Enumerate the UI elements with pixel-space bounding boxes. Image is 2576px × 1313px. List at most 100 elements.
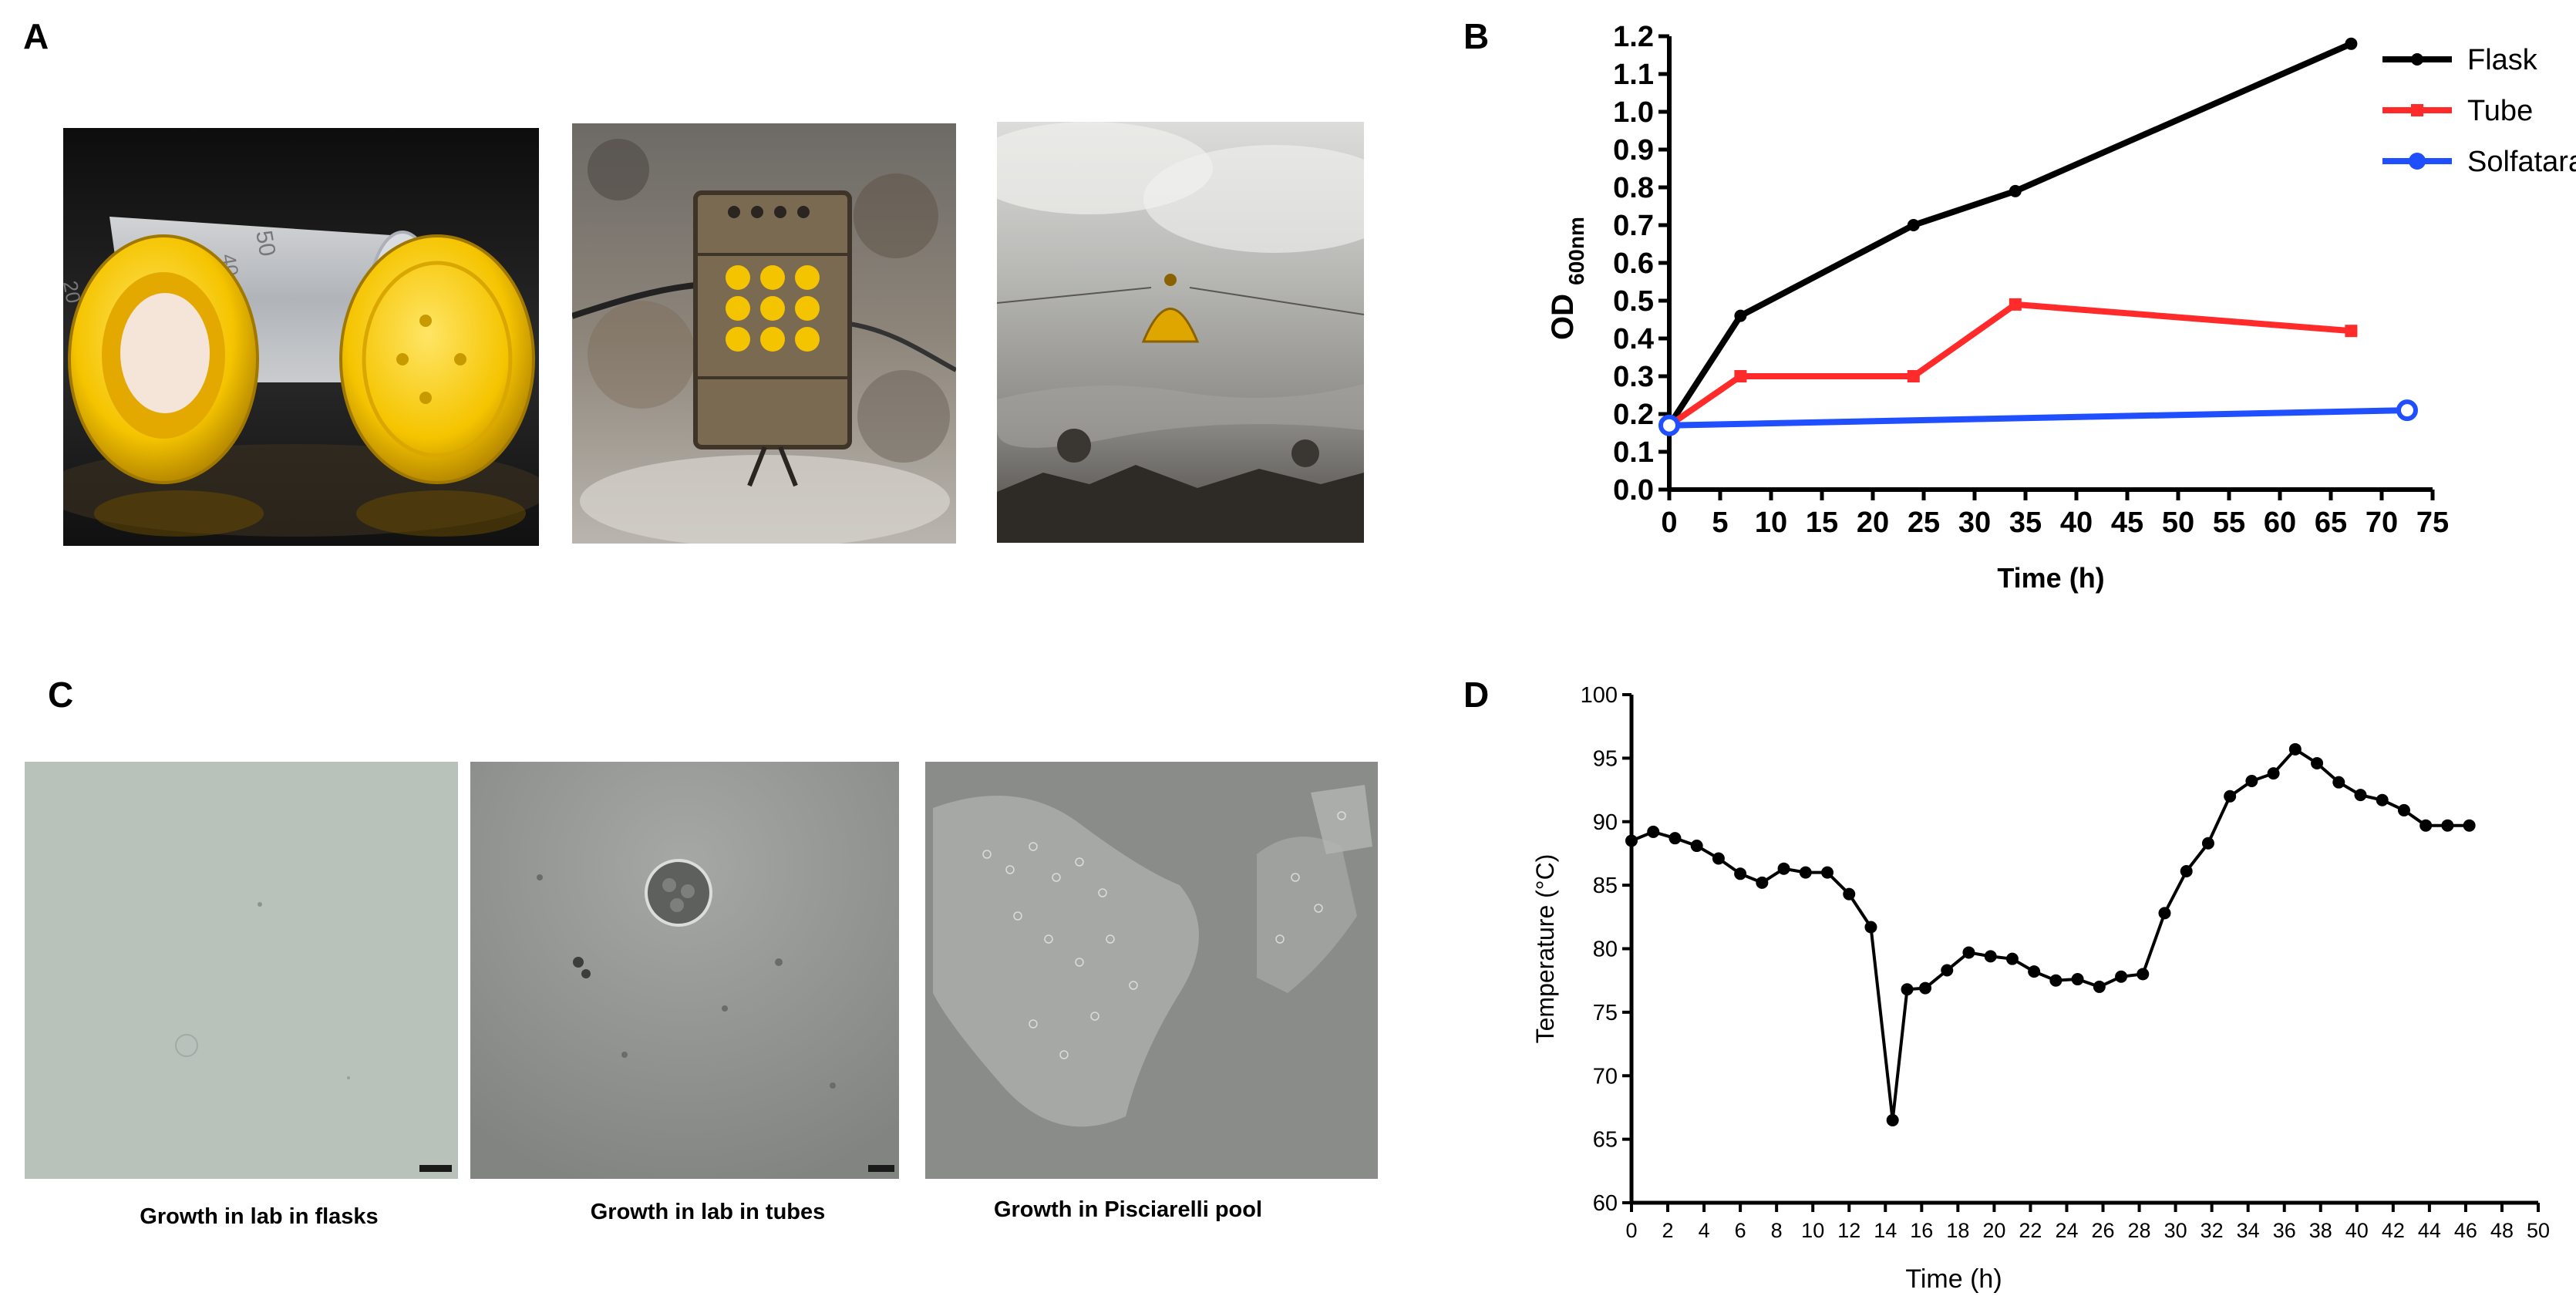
panel-letter-b: B (1463, 16, 1490, 56)
temperature-point (2180, 865, 2193, 878)
temperature-point (1962, 946, 1975, 959)
x-tick-label: 46 (2454, 1219, 2477, 1242)
x-tick-label: 0 (1625, 1219, 1637, 1242)
x-tick-label: 18 (1946, 1219, 1969, 1242)
buoy (1141, 308, 1200, 343)
x-tick-label: 30 (2164, 1219, 2187, 1242)
x-tick-label: 25 (1908, 507, 1940, 539)
temperature-point (1821, 866, 1834, 879)
series-line-tube (1667, 301, 2352, 428)
x-tick-label: 10 (1755, 507, 1787, 539)
y-tick-label: 0.6 (1613, 247, 1654, 280)
temperature-point (2158, 907, 2171, 920)
x-tick-label: 44 (2418, 1219, 2441, 1242)
y-tick-label: 0.1 (1613, 436, 1654, 469)
series-line-solfatara (1669, 407, 2408, 429)
temperature-point (1734, 867, 1747, 880)
temperature-point (2049, 974, 2062, 987)
temperature-point (2115, 970, 2128, 983)
temperature-point (2441, 819, 2454, 832)
temperature-point (1864, 921, 1877, 934)
y-tick-label: 70 (1593, 1064, 1618, 1089)
legend-marker-solfatara (2409, 153, 2426, 170)
temperature-point (2419, 819, 2433, 832)
temperature-point (1799, 866, 1812, 879)
data-point-tube (2345, 325, 2358, 338)
y-tick-label: 0.4 (1613, 323, 1654, 355)
x-tick-label: 34 (2237, 1219, 2260, 1242)
series-line-flask (1666, 41, 2353, 427)
x-tick-label: 12 (1837, 1219, 1860, 1242)
y-tick-label: 75 (1593, 1001, 1618, 1025)
x-tick-label: 36 (2273, 1219, 2296, 1242)
micrograph-tubes (470, 762, 899, 1179)
x-tick-label: 55 (2213, 507, 2245, 539)
legend-label-flask: Flask (2467, 44, 2538, 76)
data-point-flask (1907, 219, 1920, 231)
caption-flasks: Growth in lab in flasks (140, 1204, 379, 1229)
x-tick-label: 8 (1771, 1219, 1783, 1242)
cell-aggregate (645, 859, 712, 927)
data-point-flask (2009, 184, 2022, 197)
panel-letter-c: C (48, 675, 74, 715)
x-tick-label: 40 (2060, 507, 2093, 539)
x-tick-label: 70 (2366, 507, 2398, 539)
temperature-point (2224, 789, 2237, 803)
legend-label-solfatara: Solfatara (2467, 146, 2576, 178)
legend-marker-flask (2411, 53, 2423, 66)
temperature-point (1712, 852, 1725, 865)
x-tick-label: 42 (2382, 1219, 2405, 1242)
temperature-point (2288, 742, 2302, 756)
scale-bar (419, 1165, 452, 1172)
x-tick-label: 60 (2264, 507, 2296, 539)
x-tick-label: 75 (2416, 507, 2449, 539)
x-tick-label: 6 (1735, 1219, 1746, 1242)
y-tick-label: 1.1 (1613, 59, 1654, 91)
y-tick-label: 60 (1593, 1191, 1618, 1216)
panel-letter-d: D (1463, 675, 1490, 715)
y-tick-label: 1.0 (1613, 96, 1654, 129)
x-tick-label: 32 (2201, 1219, 2224, 1242)
x-tick-label: 4 (1699, 1219, 1710, 1242)
temperature-point (2071, 973, 2084, 986)
y-tick-label: 0.0 (1613, 474, 1654, 507)
y-tick-label: 80 (1593, 938, 1618, 962)
temperature-point (1690, 840, 1703, 853)
legend-marker-tube (2411, 104, 2423, 116)
caption-pool: Growth in Pisciarelli pool (993, 1197, 1263, 1222)
x-tick-label: 45 (2111, 507, 2143, 539)
temperature-point (2201, 837, 2214, 850)
x-tick-label: 30 (1958, 507, 1991, 539)
x-tick-label: 50 (2162, 507, 2194, 539)
x-tick-label: 50 (2527, 1219, 2550, 1242)
data-point-solfatara (1658, 414, 1680, 436)
temperature-point (1756, 876, 1769, 889)
x-tick-label: 24 (2055, 1219, 2078, 1242)
x-tick-label: 16 (1910, 1219, 1933, 1242)
x-tick-label: 10 (1801, 1219, 1824, 1242)
micrograph-flasks (25, 762, 458, 1179)
x-tick-label: 26 (2091, 1219, 2114, 1242)
y-tick-label: 0.7 (1613, 210, 1654, 242)
scale-bar (868, 1165, 894, 1172)
temperature-point (1669, 832, 1682, 845)
temperature-point (1901, 983, 1914, 996)
temperature-point (1886, 1113, 1899, 1126)
y-tick-label: 90 (1593, 810, 1618, 835)
temperature-point (2028, 965, 2041, 978)
data-point-tube (1734, 370, 1747, 382)
legend-label-tube: Tube (2467, 95, 2533, 127)
x-tick-label: 20 (1982, 1219, 2005, 1242)
micrograph-pool (925, 762, 1378, 1179)
temperature-point (1625, 834, 1638, 847)
data-point-tube (1907, 370, 1920, 382)
temperature-point (2332, 776, 2345, 789)
x-tick-label: 20 (1857, 507, 1889, 539)
y-tick-label: 95 (1593, 746, 1618, 771)
x-tick-label: 38 (2309, 1219, 2332, 1242)
temperature-point (1919, 981, 1932, 995)
x-tick-label: 48 (2490, 1219, 2514, 1242)
temperature-point (2137, 968, 2150, 981)
x-tick-label: 0 (1661, 507, 1677, 539)
